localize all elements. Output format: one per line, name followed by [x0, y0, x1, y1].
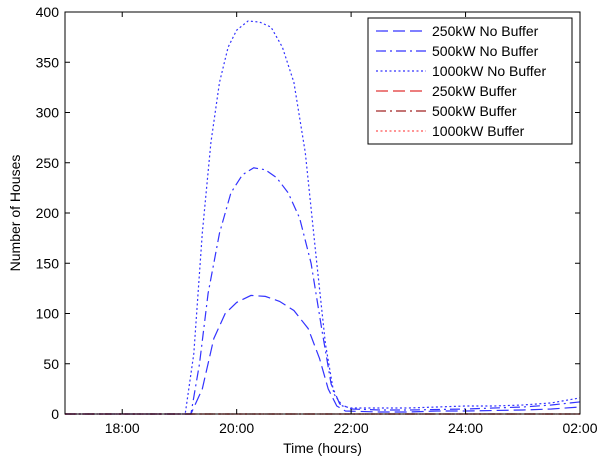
- legend-label: 250kW No Buffer: [432, 23, 539, 39]
- y-tick-label: 350: [36, 54, 60, 70]
- y-tick-label: 300: [36, 105, 60, 121]
- y-tick-label: 150: [36, 255, 60, 271]
- legend-label: 500kW Buffer: [432, 103, 517, 119]
- y-axis-title: Number of Houses: [7, 155, 23, 272]
- legend-box: [367, 17, 573, 145]
- x-axis-title: Time (hours): [283, 440, 362, 456]
- x-tick-label: 18:00: [105, 420, 140, 436]
- legend-label: 250kW Buffer: [432, 83, 517, 99]
- x-tick-label: 22:00: [334, 420, 369, 436]
- legend-label: 1000kW Buffer: [432, 123, 525, 139]
- y-tick-label: 200: [36, 205, 60, 221]
- x-tick-label: 24:00: [448, 420, 483, 436]
- y-tick-label: 250: [36, 155, 60, 171]
- series-line-250kw-no-buffer: [65, 294, 581, 415]
- y-tick-label: 100: [36, 306, 60, 322]
- y-axis-ticks: 0 50 100 150 200 250 300 350 400: [36, 4, 580, 422]
- legend-label: 500kW No Buffer: [432, 43, 539, 59]
- series-line-500kw-no-buffer: [65, 167, 581, 415]
- x-tick-label: 02:00: [562, 420, 597, 436]
- x-tick-label: 20:00: [219, 420, 254, 436]
- y-tick-label: 50: [43, 356, 59, 372]
- legend: 250kW No Buffer 500kW No Buffer 1000kW No …: [367, 17, 573, 145]
- x-axis-ticks: 18:00 20:00 22:00 24:00 02:00: [105, 12, 598, 436]
- y-tick-label: 400: [36, 4, 60, 20]
- y-tick-label: 0: [51, 406, 59, 422]
- legend-label: 1000kW No Buffer: [432, 63, 546, 79]
